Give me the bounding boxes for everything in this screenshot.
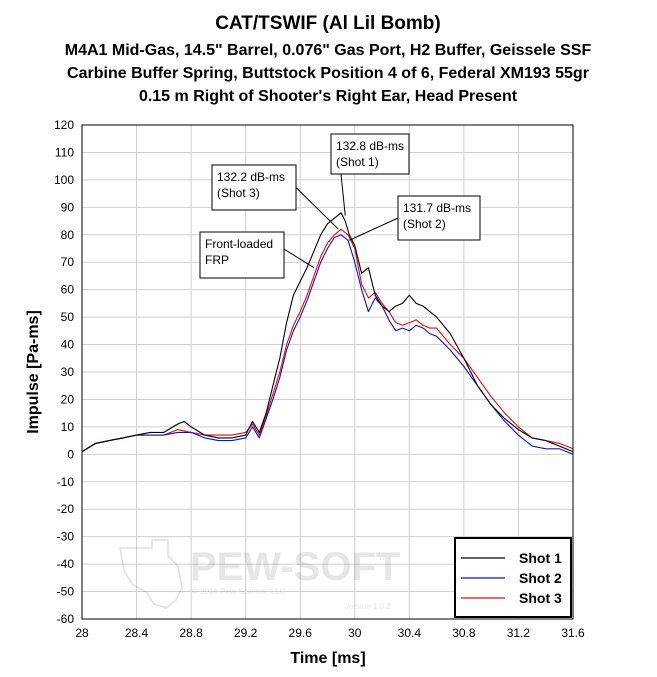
series-line-shot-3	[81, 228, 574, 453]
y-tick-label: 60	[61, 283, 75, 297]
annotation-box	[330, 133, 410, 175]
y-tick-label: 80	[61, 228, 75, 242]
x-tick-label: 30.8	[452, 626, 476, 640]
annotation-text: 131.7 dB-ms	[403, 201, 471, 215]
y-tick-label: -60	[57, 612, 75, 626]
legend: Shot 1 Shot 2 Shot 3	[454, 537, 572, 618]
y-tick-label: 20	[61, 392, 75, 406]
y-axis-label: Impulse [Pa-ms]	[25, 310, 42, 434]
x-tick-label: 28	[75, 626, 89, 640]
y-axis-ticks: 1201101009080706050403020100-10-20-30-40…	[54, 118, 74, 626]
annotation-box	[397, 195, 481, 241]
annotation-text: (Shot 1)	[336, 155, 379, 169]
y-tick-label: 100	[54, 173, 74, 187]
chart-subtitle-line-1: M4A1 Mid-Gas, 14.5" Barrel, 0.076" Gas P…	[65, 42, 592, 59]
annotation-leader	[349, 217, 399, 241]
y-tick-label: 120	[54, 118, 74, 132]
annotation-text: (Shot 2)	[403, 217, 446, 231]
y-tick-label: 40	[61, 338, 75, 352]
x-tick-label: 29.6	[289, 626, 313, 640]
x-tick-label: 28.4	[125, 626, 149, 640]
annotation-text: Front-loaded	[205, 237, 273, 251]
y-tick-label: 30	[61, 365, 75, 379]
watermark-trademark: TM	[378, 553, 390, 562]
annotation-text: 132.8 dB-ms	[336, 139, 404, 153]
series-line-shot-2	[81, 234, 574, 455]
chart-subtitle-line-3: 0.15 m Right of Shooter's Right Ear, Hea…	[139, 88, 518, 105]
watermark-copyright: © 2016 Pew Science, LLC	[192, 587, 286, 596]
x-axis-ticks: 28 28.4 28.8 29.2 29.6 30 30.4 30.8 31.2 31.6	[75, 626, 585, 640]
watermark: PEW-SOFT TM © 2016 Pew Science, LLC Vers…	[119, 539, 400, 611]
y-tick-label: -10	[57, 475, 75, 489]
watermark-version: Version 1.0.2	[344, 602, 391, 611]
y-tick-label: 70	[61, 255, 75, 269]
x-tick-label: 29.2	[234, 626, 258, 640]
x-tick-label: 30.4	[398, 626, 422, 640]
chart-subtitle-line-2: Carbine Buffer Spring, Buttstock Positio…	[67, 65, 589, 82]
y-tick-label: -30	[57, 530, 75, 544]
texas-outline-icon	[119, 539, 183, 609]
series-line-shot-1	[81, 212, 574, 453]
y-tick-label: 0	[67, 447, 74, 461]
x-tick-label: 28.8	[179, 626, 203, 640]
annotation-callout: 131.7 dB-ms (Shot 2)	[349, 195, 481, 241]
y-tick-label: -20	[57, 502, 75, 516]
annotation-callout: 132.8 dB-ms (Shot 1)	[330, 133, 410, 216]
y-tick-label: -50	[57, 585, 75, 599]
series-layer	[81, 212, 574, 455]
annotation-leader	[340, 173, 346, 216]
annotations: 132.8 dB-ms(Shot 1)132.2 dB-ms(Shot 3)13…	[199, 133, 481, 279]
annotation-leader	[283, 248, 315, 269]
x-tick-label: 30	[348, 626, 362, 640]
legend-label: Shot 2	[519, 570, 562, 586]
plot-area: PEW-SOFT TM © 2016 Pew Science, LLC Vers…	[81, 124, 574, 620]
annotation-text: FRP	[205, 253, 229, 267]
x-axis-label: Time [ms]	[290, 650, 365, 667]
annotation-box	[199, 231, 285, 279]
y-tick-label: -40	[57, 557, 75, 571]
legend-label: Shot 1	[519, 550, 562, 566]
watermark-brand: PEW-SOFT	[190, 545, 400, 589]
y-tick-label: 50	[61, 310, 75, 324]
chart-title: CAT/TSWIF (Al Lil Bomb)	[215, 13, 441, 34]
legend-label: Shot 3	[519, 590, 562, 606]
plot-frame	[81, 124, 574, 620]
annotation-leader	[295, 187, 339, 230]
annotation-callout: Front-loaded FRP	[199, 231, 315, 279]
annotation-text: 132.2 dB-ms	[217, 170, 285, 184]
annotation-text: (Shot 3)	[217, 186, 260, 200]
y-tick-label: 110	[55, 145, 74, 159]
y-tick-label: 10	[61, 420, 75, 434]
x-tick-label: 31.6	[561, 626, 585, 640]
y-tick-label: 90	[61, 200, 75, 214]
annotation-callout: 132.2 dB-ms (Shot 3)	[211, 164, 339, 230]
annotation-box	[211, 164, 297, 211]
x-tick-label: 31.2	[507, 626, 531, 640]
